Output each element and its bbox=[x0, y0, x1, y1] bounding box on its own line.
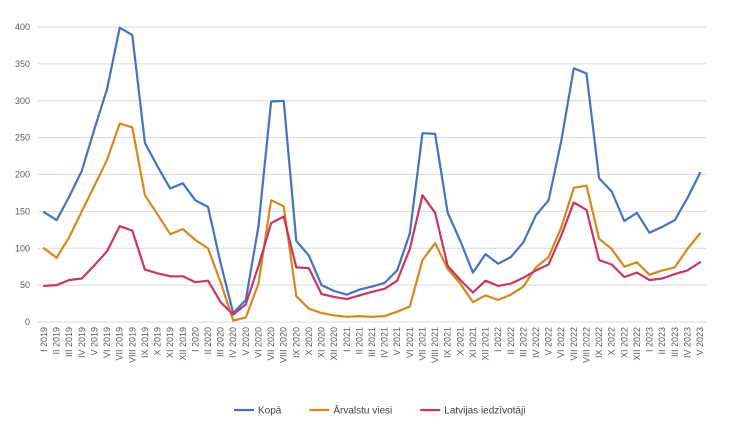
x-tick-label: V 2023 bbox=[695, 327, 705, 356]
x-tick-label: II 2022 bbox=[506, 327, 516, 355]
y-tick-label: 150 bbox=[15, 206, 30, 216]
x-tick-label: IX 2021 bbox=[443, 327, 453, 358]
x-tick-label: V 2022 bbox=[544, 327, 554, 356]
x-tick-label: VII 2022 bbox=[569, 327, 579, 361]
x-tick-label: VII 2019 bbox=[115, 327, 125, 361]
x-tick-label: IX 2020 bbox=[291, 327, 301, 358]
x-tick-label: VI 2020 bbox=[253, 327, 263, 358]
x-tick-label: IV 2019 bbox=[77, 327, 87, 358]
x-tick-label: V 2020 bbox=[241, 327, 251, 356]
x-tick-label: III 2023 bbox=[670, 327, 680, 357]
x-tick-label: II 2020 bbox=[203, 327, 213, 355]
y-axis-ticks: 0 50 100 150 200 250 300 350 400 bbox=[15, 22, 30, 327]
x-tick-label: IV 2020 bbox=[228, 327, 238, 358]
x-tick-label: XI 2022 bbox=[619, 327, 629, 358]
x-tick-label: III 2020 bbox=[216, 327, 226, 357]
x-tick-label: IX 2022 bbox=[594, 327, 604, 358]
x-tick-label: III 2022 bbox=[518, 327, 528, 357]
y-tick-label: 0 bbox=[25, 317, 30, 327]
x-tick-label: I 2022 bbox=[493, 327, 503, 352]
x-tick-label: XI 2019 bbox=[165, 327, 175, 358]
x-tick-label: XII 2020 bbox=[329, 327, 339, 361]
x-tick-label: VI 2019 bbox=[102, 327, 112, 358]
x-tick-label: VIII 2019 bbox=[127, 327, 137, 363]
x-tick-label: II 2023 bbox=[657, 327, 667, 355]
x-tick-label: X 2021 bbox=[455, 327, 465, 356]
x-tick-label: V 2019 bbox=[89, 327, 99, 356]
y-tick-label: 50 bbox=[20, 280, 30, 290]
series-lines bbox=[42, 26, 702, 322]
y-tick-label: 300 bbox=[15, 96, 30, 106]
x-tick-label: X 2020 bbox=[304, 327, 314, 356]
y-tick-label: 400 bbox=[15, 22, 30, 32]
x-tick-label: X 2019 bbox=[153, 327, 163, 356]
x-tick-label: I 2019 bbox=[39, 327, 49, 352]
x-tick-label: VIII 2021 bbox=[430, 327, 440, 363]
x-tick-label: II 2021 bbox=[354, 327, 364, 355]
x-tick-label: VII 2020 bbox=[266, 327, 276, 361]
legend-label-0: Kopā bbox=[258, 406, 282, 417]
x-tick-label: VIII 2020 bbox=[279, 327, 289, 363]
series-line-2 bbox=[42, 194, 702, 316]
x-tick-label: IV 2021 bbox=[380, 327, 390, 358]
x-tick-label: VIII 2022 bbox=[581, 327, 591, 363]
x-tick-label: VII 2021 bbox=[417, 327, 427, 361]
x-tick-label: X 2022 bbox=[607, 327, 617, 356]
x-tick-label: XII 2019 bbox=[178, 327, 188, 361]
y-tick-label: 250 bbox=[15, 133, 30, 143]
x-tick-label: XII 2021 bbox=[481, 327, 491, 361]
x-tick-label: VI 2021 bbox=[405, 327, 415, 358]
x-tick-label: I 2023 bbox=[645, 327, 655, 352]
x-tick-label: XII 2022 bbox=[632, 327, 642, 361]
x-tick-label: IV 2023 bbox=[682, 327, 692, 358]
x-tick-label: III 2021 bbox=[367, 327, 377, 357]
x-tick-label: IX 2019 bbox=[140, 327, 150, 358]
x-tick-label: IV 2022 bbox=[531, 327, 541, 358]
legend-label-1: Ārvalstu viesi bbox=[333, 405, 392, 417]
series-line-1 bbox=[42, 122, 702, 322]
legend-label-2: Latvijas iedzīvotāji bbox=[444, 406, 525, 417]
y-tick-label: 200 bbox=[15, 170, 30, 180]
legend: Kopā Ārvalstu viesi Latvijas iedzīvotāji bbox=[234, 405, 525, 417]
x-tick-label: XI 2021 bbox=[468, 327, 478, 358]
y-tick-label: 100 bbox=[15, 243, 30, 253]
series-line-0 bbox=[42, 26, 702, 315]
x-tick-label: I 2021 bbox=[342, 327, 352, 352]
x-axis-ticks: I 2019 II 2019 III 2019 IV 2019 V 2019 VI 201… bbox=[39, 327, 705, 363]
x-tick-label: VI 2022 bbox=[556, 327, 566, 358]
x-tick-label: I 2020 bbox=[190, 327, 200, 352]
x-tick-label: V 2021 bbox=[392, 327, 402, 356]
gridlines bbox=[38, 26, 706, 323]
x-tick-label: II 2019 bbox=[52, 327, 62, 355]
y-tick-label: 350 bbox=[15, 59, 30, 69]
x-tick-label: XI 2020 bbox=[317, 327, 327, 358]
x-tick-label: III 2019 bbox=[64, 327, 74, 357]
